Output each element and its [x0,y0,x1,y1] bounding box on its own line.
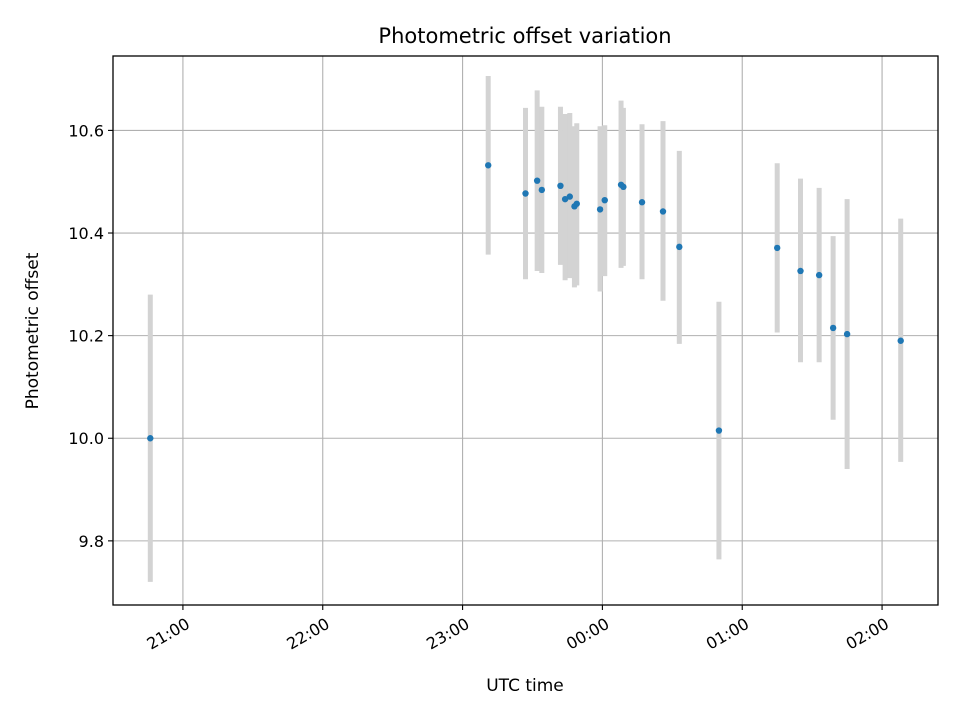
data-point [620,183,627,191]
data-point [897,337,904,344]
data-point [561,195,569,203]
y-tick-label: 10.4 [68,224,104,243]
data-point [601,196,608,204]
y-tick-label: 10.6 [68,121,104,140]
chart-title: Photometric offset variation [378,24,671,48]
data-point [829,324,837,332]
data-point [485,162,492,169]
data-points [147,162,904,442]
y-tick-label: 10.2 [68,327,104,346]
data-point [638,199,646,206]
data-point [659,208,667,215]
data-point [147,435,154,442]
data-point [797,267,804,275]
data-point [773,244,781,252]
data-point [676,243,683,251]
x-axis-label: UTC time [486,676,564,696]
data-point [815,271,823,279]
data-point [538,186,546,194]
data-point [715,427,723,434]
y-tick-label: 9.8 [79,532,104,551]
y-axis-ticks: 9.8 10.0 10.2 10.4 10.6 [68,121,113,551]
y-tick-label: 10.0 [68,429,104,448]
data-point [557,182,564,190]
data-point [566,193,573,200]
plot-frame [112,55,939,606]
data-point [843,330,851,338]
data-point [533,177,541,184]
data-point [596,206,604,213]
y-axis-label: Photometric offset [23,252,43,409]
data-point [522,190,529,197]
data-point [573,200,580,207]
